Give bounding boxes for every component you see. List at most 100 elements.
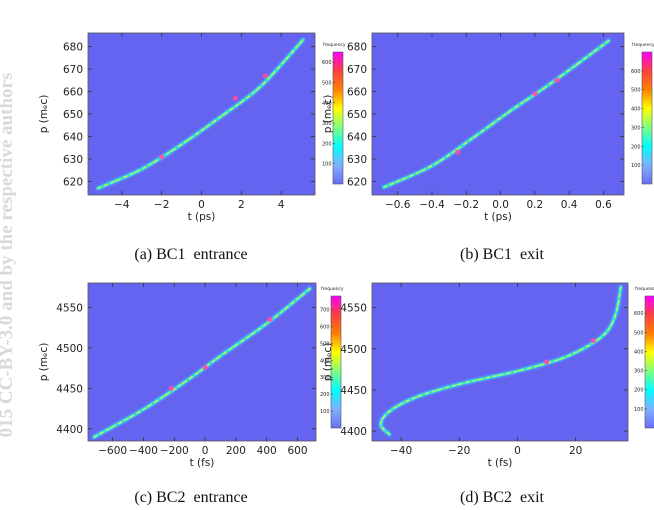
y-tick-label: 630 <box>347 154 367 166</box>
y-tick-label: 4400 <box>340 426 367 438</box>
colorbar-tick-label: 500 <box>320 341 330 347</box>
chart-panel-d: −40 −20 0 20 4400 4450 4500 4550 t (fs) p (mₑc) fr… <box>322 282 654 506</box>
x-tick-label: 0 <box>514 445 521 457</box>
x-tick-label: 0 <box>198 199 205 211</box>
plot-frame <box>87 282 317 442</box>
x-tick-label: 200 <box>226 445 246 457</box>
subfigure-caption: (d) BC2 exit <box>460 489 545 506</box>
x-axis-label: t (fs) <box>488 457 513 469</box>
colorbar-title: frequency <box>323 42 346 48</box>
y-tick-label: 670 <box>347 64 367 76</box>
y-tick-label: 660 <box>347 87 367 99</box>
y-axis-label: p (mₑc) <box>322 95 334 134</box>
chart-panel-c: −600 −400 −200 0 200 400 600 4400 4450 4500 4550 t … <box>38 282 344 506</box>
colorbar <box>641 51 653 185</box>
y-tick-label: 620 <box>63 177 83 189</box>
y-tick-label: 670 <box>63 64 83 76</box>
watermark-text: 015 CC-BY-3.0 and by the respective auth… <box>0 72 17 438</box>
distribution-peak <box>93 288 311 438</box>
y-tick-label: 4400 <box>56 424 83 436</box>
x-tick-label: −0.2 <box>454 199 480 211</box>
watermark: 015 CC-BY-3.0 and by the respective auth… <box>0 0 20 510</box>
plot-background <box>88 283 316 441</box>
y-tick-label: 4550 <box>56 302 83 314</box>
y-tick-label: 4500 <box>56 343 83 355</box>
plot-background <box>88 33 315 195</box>
colorbar-tick-label: 300 <box>322 121 332 127</box>
x-axis-label: t (fs) <box>190 457 215 469</box>
colorbar-tick-label: 100 <box>320 409 330 415</box>
x-tick-label: −400 <box>129 445 158 457</box>
x-tick-label: −4 <box>114 199 130 211</box>
colorbar-tick-label: 500 <box>631 88 641 94</box>
y-tick-label: 630 <box>63 154 83 166</box>
x-tick-label: 0.2 <box>527 199 544 211</box>
colorbar-tick-label: 200 <box>634 388 644 394</box>
y-tick-label: 4500 <box>340 344 367 356</box>
colorbar <box>330 295 342 429</box>
x-tick-label: 4 <box>278 199 285 211</box>
x-tick-label: −0.4 <box>419 199 445 211</box>
x-tick-label: 20 <box>569 445 582 457</box>
distribution-peak <box>97 39 304 189</box>
colorbar-tick-label: 300 <box>634 369 644 375</box>
x-tick-label: 600 <box>287 445 307 457</box>
x-tick-label: −20 <box>448 445 470 457</box>
y-axis-label: p (mₑc) <box>38 343 50 382</box>
density-hotspot <box>267 316 273 323</box>
colorbar-tick-label: 600 <box>631 69 641 75</box>
x-axis-label: t (ps) <box>484 211 512 223</box>
x-tick-label: −600 <box>98 445 127 457</box>
colorbar-tick-label: 200 <box>631 144 641 150</box>
colorbar-title: frequency <box>321 286 344 292</box>
x-tick-label: 0 <box>202 445 209 457</box>
distribution-core <box>380 286 622 436</box>
density-hotspot <box>532 91 538 97</box>
x-tick-label: 0.6 <box>595 199 612 211</box>
colorbar-title: frequency <box>635 286 654 292</box>
x-tick-label: −0.6 <box>385 199 411 211</box>
density-hotspot <box>554 77 560 83</box>
density-hotspot <box>543 359 550 365</box>
x-tick-label: 400 <box>257 445 277 457</box>
colorbar-tick-label: 700 <box>320 308 330 314</box>
density-hotspot <box>455 149 461 155</box>
colorbar-tick-label: 200 <box>320 392 330 398</box>
x-tick-label: 2 <box>238 199 245 211</box>
subfigure-caption: (a) BC1 entrance <box>134 246 247 263</box>
y-tick-label: 680 <box>347 42 367 54</box>
y-tick-label: 650 <box>63 109 83 121</box>
y-tick-label: 4450 <box>56 383 83 395</box>
x-axis-label: t (ps) <box>188 211 216 223</box>
y-axis-label: p (mₑc) <box>38 95 50 134</box>
plot-frame <box>371 282 629 442</box>
colorbar-tick-label: 200 <box>322 141 332 147</box>
y-axis-label: p (mₑc) <box>322 343 334 382</box>
y-tick-label: 650 <box>347 109 367 121</box>
density-hotspot <box>168 385 174 391</box>
y-tick-label: 4550 <box>340 303 367 315</box>
colorbar <box>644 295 654 429</box>
colorbar-tick-label: 300 <box>320 375 330 381</box>
y-tick-label: 680 <box>63 42 83 54</box>
colorbar-tick-label: 100 <box>634 407 644 413</box>
colorbar-tick-label: 100 <box>631 163 641 169</box>
y-tick-label: 660 <box>63 87 83 99</box>
colorbar-tick-label: 400 <box>634 349 644 355</box>
colorbar <box>332 51 344 185</box>
x-tick-label: −200 <box>160 445 189 457</box>
y-tick-label: 640 <box>63 132 83 144</box>
y-tick-label: 4450 <box>340 385 367 397</box>
subfigure-caption: (b) BC1 exit <box>460 246 545 263</box>
x-tick-label: 0.0 <box>492 199 509 211</box>
colorbar-tick-label: 600 <box>320 324 330 330</box>
y-tick-label: 620 <box>347 177 367 189</box>
distribution-peak <box>380 286 622 435</box>
colorbar-tick-label: 400 <box>631 107 641 113</box>
subfigure-caption: (c) BC2 entrance <box>134 489 247 506</box>
density-hotspot <box>159 154 165 160</box>
colorbar-tick-label: 500 <box>634 330 644 336</box>
chart-panel-b: −0.6 −0.4 −0.2 0.0 0.2 0.4 0.6 620 630 640 650 660 6… <box>322 32 654 263</box>
density-hotspot <box>262 73 268 79</box>
